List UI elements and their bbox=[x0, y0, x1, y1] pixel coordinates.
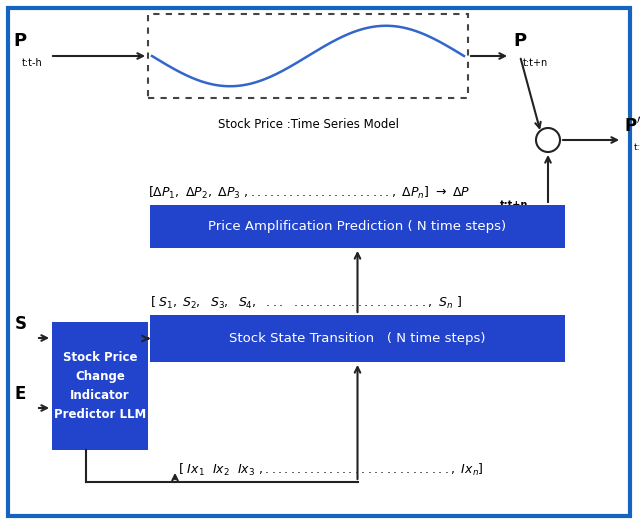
Text: Stock Price :Time Series Model: Stock Price :Time Series Model bbox=[218, 118, 399, 131]
Text: Price Amplification Prediction ( N time steps): Price Amplification Prediction ( N time … bbox=[209, 220, 507, 233]
Text: Stock State Transition   ( N time steps): Stock State Transition ( N time steps) bbox=[229, 332, 486, 345]
Bar bbox=[150, 315, 565, 362]
Text: $\mathbf{E}$: $\mathbf{E}$ bbox=[14, 385, 26, 403]
Text: $\mathbf{P}$: $\mathbf{P}$ bbox=[513, 32, 527, 50]
Text: $\mathbf{P'}$: $\mathbf{P'}$ bbox=[624, 116, 640, 135]
Text: t:t-h: t:t-h bbox=[22, 58, 43, 68]
Text: Stock Price
Change
Indicator
Predictor LLM: Stock Price Change Indicator Predictor L… bbox=[54, 351, 146, 421]
Text: $\mathbf{S}$: $\mathbf{S}$ bbox=[14, 315, 27, 333]
Text: t:t+n: t:t+n bbox=[523, 58, 548, 68]
Text: $\mathbf{P}$: $\mathbf{P}$ bbox=[13, 32, 28, 50]
Text: $[\ Ix_1\ \ Ix_2\ \ Ix_3\ ,.............................,\ Ix_n]$: $[\ Ix_1\ \ Ix_2\ \ Ix_3\ ,.............… bbox=[178, 462, 484, 478]
Text: $[\Delta P_1,\ \Delta P_2,\ \Delta P_3\ ,......................,\ \Delta P_n]\ \: $[\Delta P_1,\ \Delta P_2,\ \Delta P_3\ … bbox=[148, 185, 470, 201]
Bar bbox=[150, 205, 565, 248]
Bar bbox=[52, 322, 148, 450]
Text: t:t+n: t:t+n bbox=[634, 143, 640, 152]
Text: t:t+n: t:t+n bbox=[500, 200, 529, 210]
Bar bbox=[148, 14, 468, 98]
Text: $[\ S_{1_{\!}},\ S_{2_{\!}},\ \ S_{3_{\!}},\ \ S_{4_{\!}},\ \ ...\ \ ...........: $[\ S_{1_{\!}},\ S_{2_{\!}},\ \ S_{3_{\!… bbox=[150, 295, 462, 309]
